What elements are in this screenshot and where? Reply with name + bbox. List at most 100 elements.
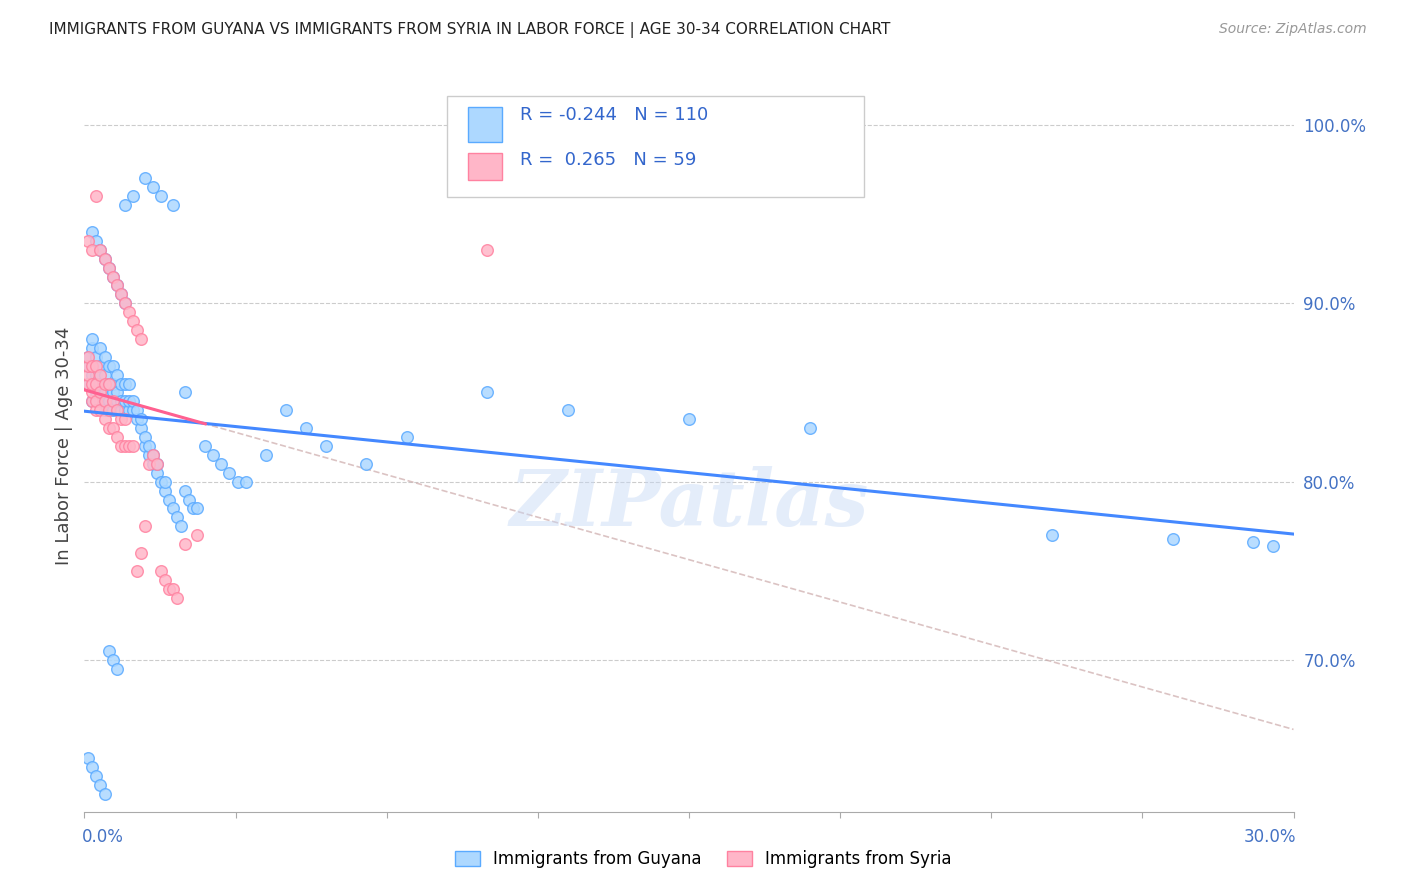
- Legend: Immigrants from Guyana, Immigrants from Syria: Immigrants from Guyana, Immigrants from …: [449, 844, 957, 875]
- Point: [129, 421, 152, 435]
- Point: [166, 510, 188, 524]
- Point: [101, 421, 124, 435]
- Point: [105, 278, 128, 293]
- Point: [149, 475, 172, 489]
- Point: [121, 439, 143, 453]
- Point: [194, 439, 217, 453]
- Point: [89, 243, 111, 257]
- Point: [101, 394, 124, 409]
- Point: [557, 403, 579, 417]
- Point: [89, 778, 111, 792]
- Point: [114, 296, 136, 310]
- Point: [97, 421, 120, 435]
- Text: R = -0.244   N = 110: R = -0.244 N = 110: [520, 106, 707, 124]
- Point: [101, 385, 124, 400]
- Point: [121, 403, 143, 417]
- Point: [146, 466, 169, 480]
- Point: [86, 234, 108, 248]
- Point: [186, 528, 208, 542]
- Point: [149, 189, 172, 203]
- Point: [114, 394, 136, 409]
- Point: [356, 457, 378, 471]
- Point: [86, 376, 108, 391]
- Point: [97, 394, 120, 409]
- Point: [97, 376, 120, 391]
- Point: [110, 403, 132, 417]
- Point: [82, 225, 104, 239]
- Point: [678, 412, 700, 426]
- Point: [121, 314, 143, 328]
- Point: [1241, 535, 1264, 549]
- Point: [114, 296, 136, 310]
- Point: [162, 198, 184, 212]
- Point: [110, 394, 132, 409]
- Point: [89, 385, 111, 400]
- Point: [86, 403, 108, 417]
- Point: [101, 403, 124, 417]
- Point: [82, 368, 104, 382]
- Point: [118, 403, 141, 417]
- Point: [86, 376, 108, 391]
- Point: [295, 421, 318, 435]
- Point: [226, 475, 249, 489]
- Point: [97, 403, 120, 417]
- Point: [134, 519, 156, 533]
- Point: [101, 394, 124, 409]
- Point: [97, 403, 120, 417]
- Point: [209, 457, 232, 471]
- Point: [254, 448, 277, 462]
- Point: [153, 475, 176, 489]
- Point: [174, 537, 197, 551]
- FancyBboxPatch shape: [468, 107, 502, 143]
- Point: [105, 662, 128, 676]
- Text: Source: ZipAtlas.com: Source: ZipAtlas.com: [1219, 22, 1367, 37]
- Point: [101, 359, 124, 373]
- Point: [118, 376, 141, 391]
- Point: [174, 483, 197, 498]
- Point: [170, 519, 193, 533]
- Point: [153, 483, 176, 498]
- Point: [142, 180, 165, 194]
- Point: [181, 501, 204, 516]
- Point: [97, 644, 120, 658]
- Point: [315, 439, 337, 453]
- Point: [274, 403, 297, 417]
- Point: [77, 359, 100, 373]
- Point: [110, 376, 132, 391]
- Point: [101, 269, 124, 284]
- Point: [82, 760, 104, 774]
- Point: [97, 359, 120, 373]
- Point: [82, 385, 104, 400]
- Point: [86, 394, 108, 409]
- Point: [149, 564, 172, 578]
- Point: [86, 189, 108, 203]
- Point: [110, 412, 132, 426]
- Point: [105, 278, 128, 293]
- Point: [97, 376, 120, 391]
- Point: [97, 260, 120, 275]
- Point: [134, 430, 156, 444]
- Point: [118, 439, 141, 453]
- Point: [77, 350, 100, 364]
- Text: IMMIGRANTS FROM GUYANA VS IMMIGRANTS FROM SYRIA IN LABOR FORCE | AGE 30-34 CORRE: IMMIGRANTS FROM GUYANA VS IMMIGRANTS FRO…: [49, 22, 890, 38]
- Point: [93, 385, 115, 400]
- Text: 30.0%: 30.0%: [1244, 829, 1296, 847]
- Point: [86, 350, 108, 364]
- Point: [162, 501, 184, 516]
- Point: [105, 394, 128, 409]
- Point: [138, 439, 160, 453]
- Point: [105, 385, 128, 400]
- Point: [93, 350, 115, 364]
- Point: [129, 546, 152, 560]
- Point: [97, 260, 120, 275]
- Point: [93, 376, 115, 391]
- Point: [77, 376, 100, 391]
- Point: [82, 243, 104, 257]
- Y-axis label: In Labor Force | Age 30-34: In Labor Force | Age 30-34: [55, 326, 73, 566]
- Point: [146, 457, 169, 471]
- Point: [110, 287, 132, 301]
- Point: [77, 234, 100, 248]
- Point: [82, 376, 104, 391]
- Point: [395, 430, 418, 444]
- Point: [77, 368, 100, 382]
